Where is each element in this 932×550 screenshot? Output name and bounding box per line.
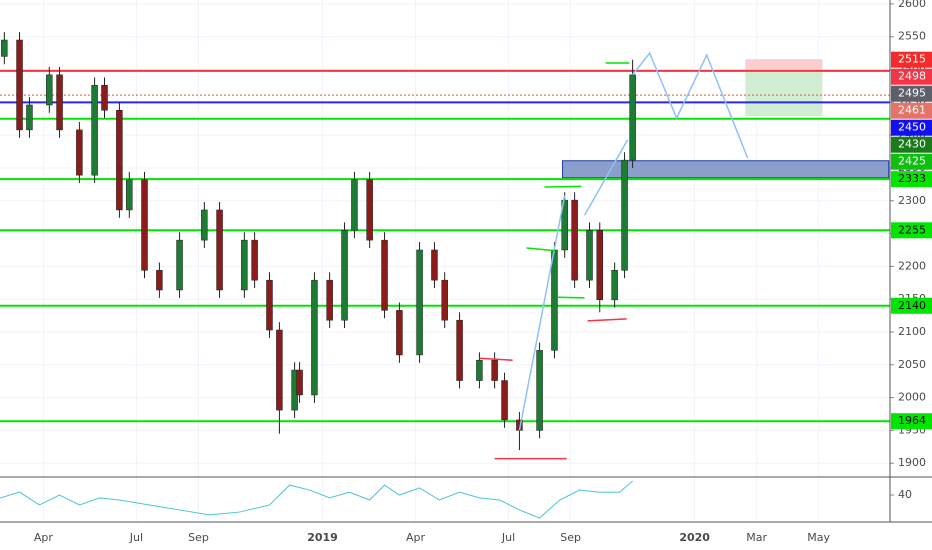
candle-body	[326, 279, 333, 321]
candle-body	[351, 179, 358, 231]
zone	[562, 160, 890, 179]
candle-body	[501, 380, 508, 421]
price-label: 2425	[898, 155, 926, 168]
x-tick-label: Apr	[406, 531, 426, 544]
candle-body	[586, 230, 593, 281]
candle-body	[101, 85, 108, 111]
candle-body	[56, 74, 63, 131]
trend-line	[526, 247, 555, 252]
price-label-box	[891, 413, 932, 430]
candle-body	[381, 239, 388, 311]
price-label-box	[891, 222, 932, 239]
price-label: 2450	[898, 121, 926, 134]
x-tick-label: Mar	[746, 531, 767, 544]
candle-body	[141, 179, 148, 271]
trend-line	[587, 318, 627, 322]
candle-body	[126, 179, 133, 211]
x-tick-label: 2020	[679, 531, 710, 544]
trend-line	[557, 296, 585, 299]
price-label: 2255	[898, 223, 926, 236]
x-tick-label: Apr	[34, 531, 54, 544]
candle-body	[266, 279, 273, 331]
candle-body	[341, 230, 348, 321]
price-label-box	[891, 51, 932, 68]
price-label-box	[891, 136, 932, 153]
candle-body	[396, 310, 403, 356]
candle-body	[416, 249, 423, 356]
y-tick-label: 2050	[898, 358, 926, 371]
price-label: 2333	[898, 172, 926, 185]
candle-body	[201, 209, 208, 241]
price-label-box	[891, 153, 932, 170]
candle-body	[76, 129, 83, 176]
candle-body	[629, 74, 636, 161]
zone	[745, 59, 823, 72]
y-tick-label: 2550	[898, 30, 926, 43]
candle-body	[241, 239, 248, 291]
price-label: 2461	[898, 104, 926, 117]
candle-body	[91, 85, 98, 176]
x-tick-label: May	[807, 531, 830, 544]
price-label-box	[891, 68, 932, 85]
indicator-line	[0, 480, 633, 519]
candle-body	[456, 319, 463, 381]
x-tick-label: Jul	[129, 531, 143, 544]
price-label: 2515	[898, 53, 926, 66]
candle-body	[621, 159, 628, 271]
price-label: 2430	[898, 138, 926, 151]
price-label-box	[891, 102, 932, 119]
trend-line	[518, 195, 566, 431]
y-tick-label: 40	[898, 488, 912, 501]
candle-body	[441, 279, 448, 321]
candle-body	[491, 359, 498, 381]
price-label: 1964	[898, 414, 926, 427]
price-label-box	[891, 119, 932, 136]
candle-body	[216, 209, 223, 291]
candle-body	[561, 199, 568, 251]
candle-body	[156, 270, 163, 291]
candle-body	[596, 230, 603, 301]
trend-line	[544, 185, 582, 188]
trend-line	[479, 357, 513, 361]
x-tick-label: Sep	[560, 531, 581, 544]
zone	[745, 70, 823, 116]
x-tick-label: Jul	[501, 531, 515, 544]
price-label: 2140	[898, 299, 926, 312]
candle-body	[116, 109, 123, 211]
candle-body	[611, 270, 618, 301]
candle-body	[26, 104, 33, 131]
y-tick-label: 1900	[898, 456, 926, 469]
y-tick-label: 2000	[898, 391, 926, 404]
price-label-box	[891, 171, 932, 188]
candle-body	[476, 359, 483, 381]
candle-body	[551, 249, 558, 351]
y-tick-label: 2100	[898, 325, 926, 338]
price-label-box	[891, 85, 932, 102]
candle-body	[571, 199, 578, 281]
y-tick-label: 2600	[898, 0, 926, 10]
candle-body	[1, 39, 8, 57]
trend-line	[632, 51, 749, 159]
candle-body	[251, 239, 258, 281]
candle-body	[276, 329, 283, 411]
candle-body	[366, 179, 373, 241]
candle-body	[296, 369, 303, 396]
candle-body	[46, 74, 53, 106]
candle-body	[16, 39, 23, 131]
candle-body	[536, 350, 543, 431]
price-label: 2498	[898, 70, 926, 83]
price-label: 2495	[898, 87, 926, 100]
candle-body	[176, 239, 183, 291]
trend-line	[583, 139, 629, 216]
y-tick-label: 2300	[898, 194, 926, 207]
x-tick-label: Sep	[188, 531, 209, 544]
price-label-box	[891, 297, 932, 314]
candle-body	[311, 279, 318, 396]
x-tick-label: 2019	[307, 531, 338, 544]
y-tick-label: 2200	[898, 259, 926, 272]
candle-body	[431, 249, 438, 281]
